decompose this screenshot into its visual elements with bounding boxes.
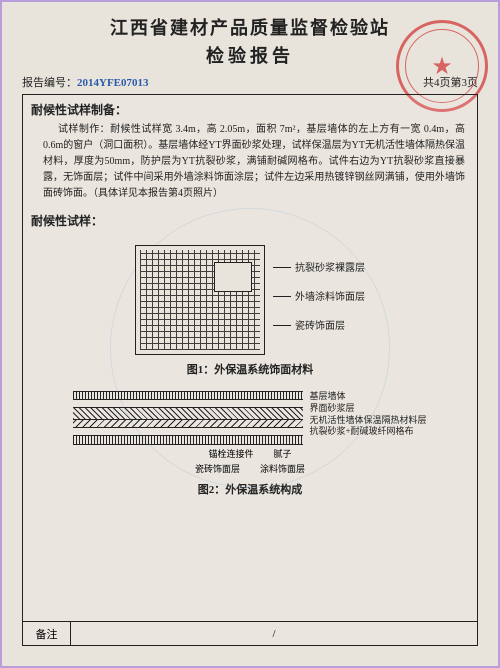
section2-heading: 耐候性试样： [23, 208, 477, 233]
figure-1: 抗裂砂浆裸露层 外墙涂料饰面层 瓷砖饰面层 [33, 245, 467, 355]
figure-2: 基层墙体 界面砂浆层 无机活性墙体保温隔热材料层 抗裂砂浆+耐碱玻纤网格布 锚栓… [33, 391, 467, 497]
footer-content: / [71, 628, 477, 640]
layer-anchor [73, 428, 303, 436]
fig2-r2: 界面砂浆层 [309, 403, 426, 414]
fig2-r1: 基层墙体 [309, 391, 426, 402]
layer-tile-face [73, 436, 303, 444]
footer-row: 备注 / [23, 621, 477, 645]
fig2-bottom-labels-2: 瓷砖饰面层 涂料饰面层 [33, 462, 467, 475]
figures-area: 抗裂砂浆裸露层 外墙涂料饰面层 瓷砖饰面层 图1：外保温系统饰面材料 [23, 233, 477, 501]
fig2-b3: 腻子 [274, 447, 292, 460]
fig1-leaders: 抗裂砂浆裸露层 外墙涂料饰面层 瓷砖饰面层 [273, 259, 365, 332]
stamp-inner-ring: ★ [405, 29, 479, 103]
fig2-r3: 无机活性墙体保温隔热材料层 [309, 415, 426, 426]
fig1-caption: 图1：外保温系统饰面材料 [33, 361, 467, 377]
fig2-r4: 抗裂砂浆+耐碱玻纤网格布 [309, 426, 426, 437]
fig2-right-labels: 基层墙体 界面砂浆层 无机活性墙体保温隔热材料层 抗裂砂浆+耐碱玻纤网格布 [309, 391, 426, 445]
fig2-bottom-labels: 锚栓连接件 腻子 [33, 447, 467, 460]
fig2-layer-stack [73, 391, 303, 445]
fig2-b2: 瓷砖饰面层 [195, 462, 240, 475]
footer-label: 备注 [23, 622, 71, 645]
layer-base-wall [73, 392, 303, 400]
fig2-b1: 锚栓连接件 [208, 447, 253, 460]
fig1-label-3: 瓷砖饰面层 [273, 317, 365, 332]
star-icon: ★ [431, 52, 453, 81]
fig2-caption: 图2：外保温系统构成 [33, 481, 467, 497]
report-no-label: 报告编号： [22, 77, 77, 89]
report-page: ★ 江西省建材产品质量监督检验站 检验报告 报告编号：2014YFE07013 … [2, 2, 498, 666]
fig1-label-2: 外墙涂料饰面层 [273, 288, 365, 303]
fig2-b4: 涂料饰面层 [260, 462, 305, 475]
layer-crack-mortar [73, 420, 303, 428]
layer-interface [73, 400, 303, 408]
layer-insulation [73, 408, 303, 420]
main-content-box: 耐候性试样制备： 试样制作：耐候性试样宽 3.4m，高 2.05m，面积 7m²… [22, 94, 478, 646]
fig1-wall-panel [135, 245, 265, 355]
section1-heading: 耐候性试样制备： [23, 95, 477, 122]
fig1-label-1: 抗裂砂浆裸露层 [273, 259, 365, 274]
fig1-window-opening [214, 262, 252, 292]
report-no-value: 2014YFE07013 [77, 77, 149, 89]
section1-body: 试样制作：耐候性试样宽 3.4m，高 2.05m，面积 7m²，基层墙体的左上方… [23, 122, 477, 208]
report-number: 报告编号：2014YFE07013 [22, 74, 149, 90]
